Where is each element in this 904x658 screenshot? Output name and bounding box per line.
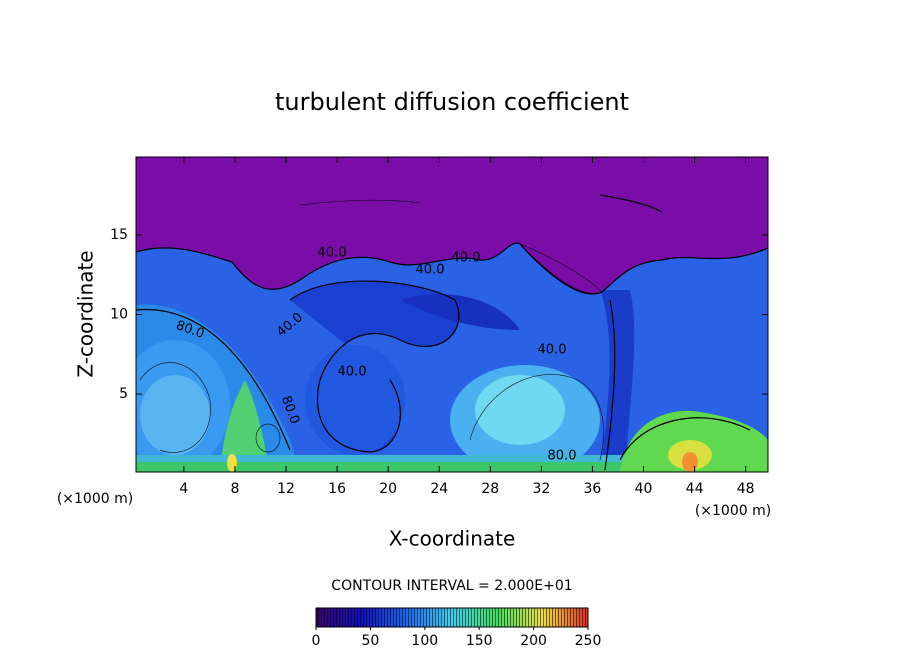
colorbar-tick-label: 100 xyxy=(411,633,438,649)
y-tick-label: 15 xyxy=(110,227,128,243)
contour-label: 40.0 xyxy=(318,246,347,261)
colorbar-tick-label: 200 xyxy=(520,633,547,649)
colorbar-tick-label: 250 xyxy=(575,633,602,649)
x-tick-label: 16 xyxy=(328,481,346,497)
y-axis-label: Z-coordinate xyxy=(74,250,98,377)
x-axis-label: X-coordinate xyxy=(389,527,516,551)
x-unit-label: (×1000 m) xyxy=(57,491,133,507)
x-tick-label: 32 xyxy=(532,481,550,497)
colorbar-frame xyxy=(315,607,589,628)
contour-label: 40.0 xyxy=(338,365,367,380)
x-unit-label-right: (×1000 m) xyxy=(695,503,771,519)
x-tick-label: 48 xyxy=(737,481,755,497)
x-tick-label: 44 xyxy=(686,481,704,497)
contour-label: 80.0 xyxy=(548,449,577,464)
x-tick-label: 28 xyxy=(481,481,499,497)
colorbar-tick-label: 0 xyxy=(312,633,321,649)
contour-label: 40.0 xyxy=(416,263,445,278)
colorbar-tick-label: 50 xyxy=(361,633,379,649)
x-tick-label: 36 xyxy=(584,481,602,497)
contour-field xyxy=(136,157,768,472)
x-tick-label: 8 xyxy=(230,481,239,497)
x-tick-label: 20 xyxy=(379,481,397,497)
colorbar-tick-label: 150 xyxy=(466,633,493,649)
contour-interval: CONTOUR INTERVAL = 2.000E+01 xyxy=(331,578,572,594)
contour-label: 40.0 xyxy=(452,251,481,266)
chart-title: turbulent diffusion coefficient xyxy=(275,88,629,116)
contour-label: 40.0 xyxy=(538,343,567,358)
y-tick-label: 5 xyxy=(119,386,128,402)
x-tick-label: 12 xyxy=(277,481,295,497)
x-tick-label: 40 xyxy=(635,481,653,497)
colorbar-stripes xyxy=(316,608,588,627)
y-tick-label: 10 xyxy=(110,307,128,323)
x-tick-label: 24 xyxy=(430,481,448,497)
x-tick-label: 4 xyxy=(179,481,188,497)
